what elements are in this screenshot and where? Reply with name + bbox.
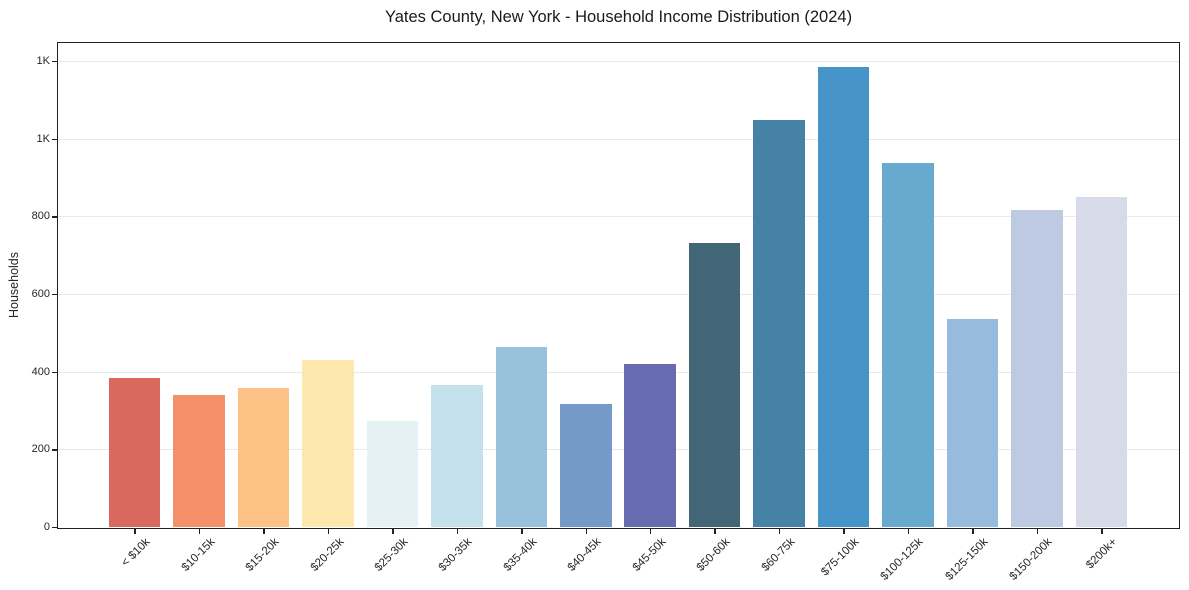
bar (108, 377, 161, 527)
y-tick-label: 1K (36, 132, 50, 145)
bar (624, 363, 676, 527)
y-tick-label: 1K (36, 55, 50, 68)
x-tick-mark (327, 529, 330, 534)
x-tick-mark (521, 529, 523, 534)
x-tick-mark (1036, 529, 1039, 534)
x-tick-mark (263, 529, 265, 534)
bar (302, 359, 354, 527)
x-tick-mark (456, 529, 459, 534)
y-tick-label: 600 (31, 288, 50, 301)
plot-area (57, 42, 1180, 529)
x-tick-mark (585, 529, 587, 534)
bar (753, 119, 805, 527)
y-tick-label: 200 (31, 443, 50, 456)
gridline (58, 294, 1179, 296)
bar (946, 318, 999, 527)
bar (688, 243, 741, 527)
x-tick-mark (134, 529, 136, 534)
gridline (58, 371, 1179, 373)
gridline (58, 216, 1179, 218)
x-tick-mark (843, 529, 845, 534)
x-tick-mark (714, 529, 716, 534)
y-axis-label: Households (7, 251, 21, 319)
bar (431, 385, 483, 527)
bar (495, 347, 548, 527)
bar (366, 421, 419, 527)
gridline (58, 61, 1179, 63)
bar (1075, 196, 1128, 527)
y-tick-label: 800 (31, 210, 50, 223)
gridline (58, 449, 1179, 451)
y-tick-mark (52, 449, 57, 451)
x-tick-mark (907, 529, 910, 534)
x-tick-mark (1101, 529, 1103, 534)
y-tick-label: 0 (43, 521, 50, 533)
x-tick-mark (650, 529, 652, 534)
y-tick-mark (52, 526, 57, 529)
y-tick-mark (52, 138, 57, 141)
chart-title: Yates County, New York - Household Incom… (384, 8, 853, 26)
x-tick-mark (972, 529, 974, 534)
bar (237, 388, 290, 527)
x-tick-mark (778, 529, 781, 534)
x-tick-mark (392, 529, 394, 534)
x-tick-label: < $10k (119, 536, 153, 570)
bar (1011, 209, 1063, 527)
bar (882, 162, 934, 527)
bar (560, 404, 612, 527)
y-tick-mark (52, 293, 57, 296)
bar (817, 67, 870, 527)
x-tick-mark (198, 529, 201, 534)
y-tick-label: 400 (31, 365, 50, 378)
y-tick-mark (52, 371, 57, 373)
bar (173, 395, 225, 527)
y-tick-mark (52, 216, 57, 218)
gridline (58, 138, 1179, 140)
y-tick-mark (52, 61, 57, 63)
